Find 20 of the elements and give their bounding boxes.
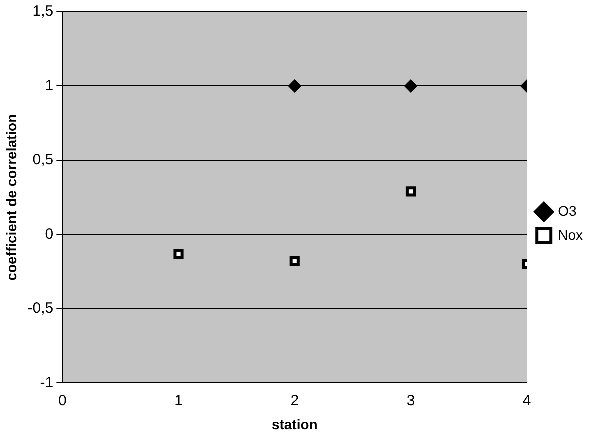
x-tick-label: 2 (290, 392, 300, 410)
point (290, 256, 300, 266)
point (174, 248, 184, 260)
y-tick-label: 0,5 (32, 152, 54, 169)
y-tick-label: -1 (40, 374, 54, 392)
point (406, 186, 416, 197)
x-axis-title: station (272, 416, 318, 432)
x-tick-label: 1 (174, 392, 183, 410)
y-axis-title: coefficient de correlation (3, 114, 20, 281)
point (404, 80, 418, 93)
y-tick-label: 0 (45, 226, 54, 243)
x-tick-label: 0 (58, 392, 67, 410)
x-tick-label: 3 (406, 392, 416, 410)
legend-label: Nox (558, 226, 584, 243)
legend-label: O3 (558, 202, 577, 219)
y-tick-label: -0,5 (28, 300, 54, 318)
x-tick-label: 4 (522, 392, 532, 410)
y-tick-label: 1 (45, 77, 54, 94)
point (288, 80, 302, 93)
y-tick-label: 1,5 (32, 3, 54, 20)
